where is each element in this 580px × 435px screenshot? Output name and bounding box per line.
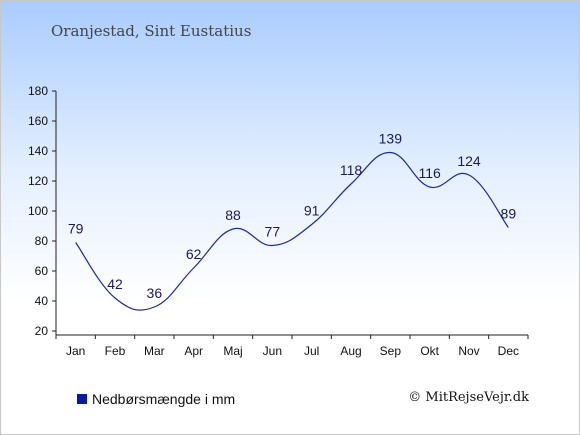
x-tick-label: Jan bbox=[66, 344, 85, 358]
data-label: 88 bbox=[225, 207, 241, 223]
data-label: 77 bbox=[265, 224, 281, 240]
chart-subtitle: Oranjestad, Sint Eustatius bbox=[51, 22, 252, 40]
x-tick-label: Dec bbox=[498, 344, 519, 358]
x-tick-label: Jul bbox=[304, 344, 319, 358]
data-label: 116 bbox=[419, 165, 442, 181]
legend-swatch bbox=[77, 394, 87, 404]
data-label: 79 bbox=[68, 221, 84, 237]
x-tick-label: Nov bbox=[458, 344, 479, 358]
y-tick-label: 140 bbox=[28, 144, 48, 158]
data-label: 36 bbox=[147, 285, 163, 301]
y-tick-label: 20 bbox=[35, 324, 49, 338]
data-label: 62 bbox=[186, 246, 202, 262]
x-tick-label: Jun bbox=[263, 344, 282, 358]
legend: Nedbørsmængde i mm bbox=[77, 391, 235, 407]
x-tick-label: Maj bbox=[223, 344, 242, 358]
x-tick-label: Mar bbox=[144, 344, 165, 358]
data-label: 124 bbox=[457, 153, 481, 169]
series-line bbox=[75, 151, 509, 311]
data-label: 42 bbox=[107, 276, 123, 292]
data-label: 89 bbox=[501, 206, 517, 222]
y-tick-label: 160 bbox=[28, 114, 48, 128]
x-tick-label: Sep bbox=[380, 344, 402, 358]
x-tick-label: Apr bbox=[184, 344, 203, 358]
data-label: 91 bbox=[304, 203, 320, 219]
y-tick-label: 40 bbox=[35, 294, 49, 308]
data-label: 139 bbox=[379, 131, 403, 147]
y-tick-label: 100 bbox=[28, 204, 48, 218]
data-label: 118 bbox=[340, 162, 363, 178]
x-tick-label: Okt bbox=[420, 344, 439, 358]
y-tick-label: 80 bbox=[35, 234, 49, 248]
credit-text: © MitRejseVejr.dk bbox=[408, 390, 529, 405]
y-tick-label: 120 bbox=[28, 174, 48, 188]
x-tick-label: Feb bbox=[105, 344, 126, 358]
y-tick-label: 180 bbox=[28, 84, 48, 98]
y-tick-label: 60 bbox=[35, 264, 49, 278]
legend-label: Nedbørsmængde i mm bbox=[92, 391, 236, 407]
x-tick-label: Aug bbox=[340, 344, 361, 358]
